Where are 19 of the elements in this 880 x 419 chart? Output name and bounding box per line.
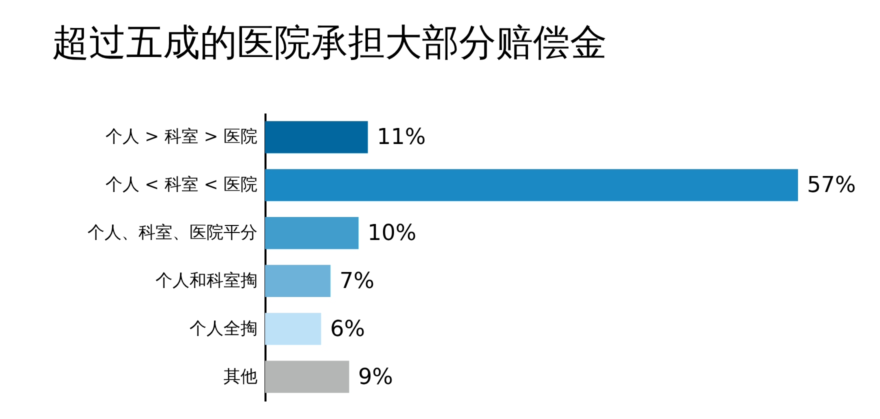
y-tick-label: 个人 > 科室 > 医院 [105,127,258,148]
data-label: 57% [807,173,856,198]
y-tick-label: 个人 < 科室 < 医院 [105,175,258,196]
data-label: 11% [376,125,426,150]
y-tick-label: 个人、科室、医院平分 [88,223,258,244]
chart-title: 超过五成的医院承担大部分赔偿金 [52,21,607,64]
bar [265,312,322,345]
bar [265,360,350,393]
bar [265,121,368,154]
data-label: 7% [339,268,374,294]
bar [265,216,359,250]
bar [265,169,798,202]
y-tick-label: 其他 [224,366,258,387]
y-tick-label: 个人全掏 [190,318,258,339]
y-tick-label: 个人和科室掏 [156,270,258,291]
bar [265,264,330,298]
data-label: 6% [330,316,366,342]
data-label: 9% [358,364,394,390]
data-label: 10% [368,221,416,246]
